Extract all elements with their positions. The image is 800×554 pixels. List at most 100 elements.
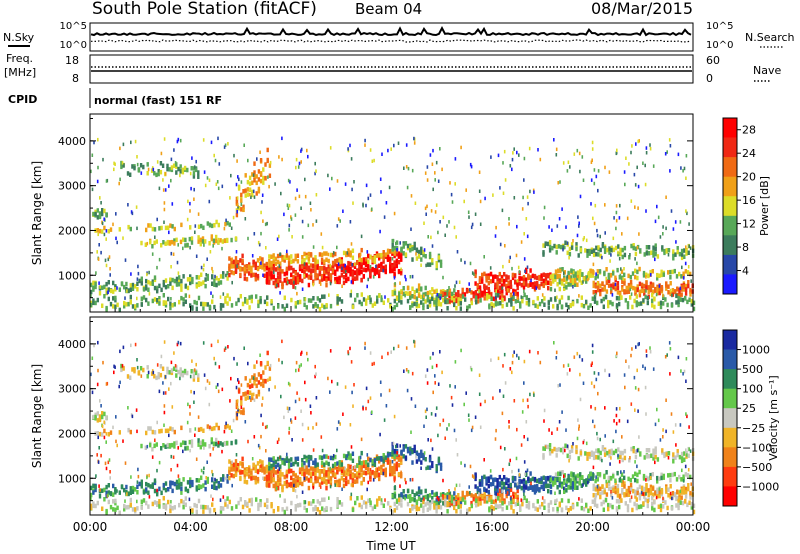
power-cell [200, 301, 203, 307]
velocity-cell [316, 468, 319, 473]
power-cell [582, 178, 585, 182]
power-cell [215, 275, 218, 281]
velocity-cell [342, 478, 346, 483]
power-cell [261, 200, 263, 204]
power-cell [307, 265, 311, 270]
power-cell [321, 303, 324, 308]
velocity-cell [680, 487, 683, 493]
velocity-cell [411, 489, 414, 494]
power-cell [301, 255, 304, 260]
power-cell [268, 263, 271, 268]
power-cell [497, 293, 500, 298]
power-cell [274, 282, 278, 287]
power-cell [107, 229, 110, 234]
power-cell [189, 274, 192, 279]
velocity-cell [290, 418, 292, 422]
power-cell [246, 192, 250, 197]
power-cell [422, 305, 425, 311]
power-cell [130, 140, 132, 145]
velocity-cell [193, 400, 195, 404]
velocity-cell [476, 486, 479, 492]
power-cell [590, 268, 593, 274]
velocity-cell [365, 501, 368, 506]
velocity-cell [405, 346, 408, 350]
power-cell [457, 294, 460, 299]
velocity-cell [540, 479, 543, 484]
velocity-cell [682, 487, 686, 492]
power-cell [327, 271, 330, 277]
velocity-cell [494, 477, 497, 482]
velocity-cell [415, 451, 419, 457]
velocity-cell [296, 475, 300, 480]
power-cell [252, 262, 255, 268]
velocity-cell [257, 506, 260, 512]
velocity-cell [511, 478, 515, 484]
power-cell [564, 245, 566, 250]
power-cell [625, 285, 628, 291]
power-cell [217, 278, 220, 283]
power-cell [675, 293, 678, 299]
velocity-cell [178, 481, 181, 486]
velocity-cell [266, 360, 269, 366]
velocity-cell [92, 490, 95, 495]
power-cell [131, 164, 134, 169]
power-cell [329, 275, 333, 280]
power-cell [90, 294, 92, 298]
velocity-cell [497, 504, 500, 509]
velocity-cell [267, 479, 271, 484]
power-cell [184, 283, 187, 289]
velocity-cell [478, 479, 482, 484]
power-cell [340, 299, 344, 304]
power-cell [94, 211, 97, 217]
power-cell [175, 282, 179, 287]
power-cell [566, 250, 569, 256]
power-cell [627, 289, 631, 294]
power-cell [527, 283, 530, 288]
power-cell [692, 306, 696, 312]
power-cell [649, 147, 652, 151]
power-cell [272, 259, 275, 264]
power-cell [125, 281, 128, 287]
velocity-cell [162, 496, 165, 501]
velocity-cell [402, 445, 405, 451]
velocity-cell [309, 474, 313, 480]
power-cell [568, 246, 572, 252]
velocity-cell [122, 439, 124, 443]
velocity-cell [585, 482, 588, 487]
power-cell [145, 227, 148, 233]
power-cell [90, 282, 93, 288]
power-cell [314, 302, 317, 307]
velocity-cell [496, 484, 499, 489]
velocity-cell [327, 471, 330, 476]
velocity-cell [142, 490, 146, 495]
power-cell [584, 248, 587, 253]
power-cell [95, 271, 97, 275]
power-cell [323, 269, 326, 275]
velocity-cell [179, 372, 182, 377]
velocity-cell [211, 484, 214, 489]
power-cell [287, 280, 289, 285]
velocity-cell [594, 487, 598, 492]
velocity-cell [662, 435, 664, 439]
power-cell [466, 305, 469, 310]
power-cell [265, 262, 268, 267]
power-cell [593, 168, 596, 172]
velocity-cell [239, 461, 242, 466]
velocity-cell [672, 454, 675, 460]
velocity-cell [382, 503, 385, 508]
velocity-cell [647, 476, 650, 482]
velocity-cell [150, 371, 154, 376]
velocity-cell [285, 479, 289, 485]
power-cell [411, 168, 414, 173]
power-cell [687, 250, 690, 255]
power-cell [274, 261, 278, 266]
power-cell [533, 285, 537, 290]
velocity-cell [475, 503, 478, 508]
velocity-cell [167, 428, 170, 433]
power-cell [120, 164, 123, 170]
power-cell [204, 283, 207, 289]
velocity-cell [669, 491, 672, 496]
power-cell [309, 263, 313, 268]
power-cell [677, 302, 680, 308]
velocity-cell [259, 467, 262, 472]
